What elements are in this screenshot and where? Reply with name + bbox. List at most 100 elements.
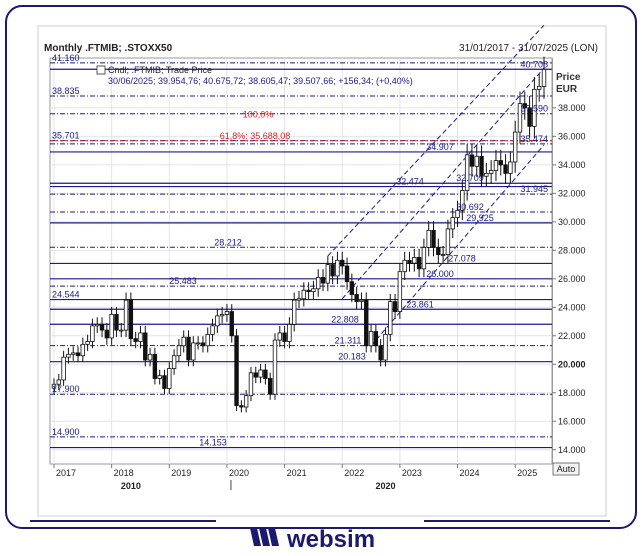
candle-body (191, 342, 196, 361)
candle-body (335, 259, 340, 277)
candle-body (167, 368, 172, 389)
candle-body (440, 254, 446, 256)
y-tick-label: 16.000 (558, 416, 586, 426)
candle-body (205, 333, 210, 347)
candle-body (421, 247, 427, 270)
candle-body (248, 372, 254, 397)
candle-body (388, 301, 393, 335)
candle-body (392, 301, 398, 312)
level-label: 22.808 (331, 314, 359, 324)
y-tick-label: 38.000 (558, 103, 586, 113)
level-label: 38.835 (52, 86, 80, 96)
ohlc-readout: 30/06/2025; 39.954,76; 40.675,72; 38.605… (108, 76, 413, 86)
candle-body (85, 341, 90, 345)
candle-body (426, 229, 431, 248)
candle-body (176, 345, 182, 357)
candle-body (320, 276, 326, 284)
candle-body (123, 299, 129, 331)
y-tick-label: 18.000 (558, 388, 586, 398)
level-label: 32.474 (396, 177, 424, 187)
candle-body (311, 288, 316, 293)
legend-checkbox[interactable] (96, 65, 106, 75)
candle-body (541, 68, 547, 87)
candle-body (340, 259, 345, 267)
candle-body (272, 339, 278, 395)
price-axis-line (552, 58, 553, 464)
candle-body (412, 257, 417, 264)
y-tick-label: 24.000 (558, 302, 586, 312)
channel-line (341, 67, 545, 300)
level-label: 29.925 (466, 213, 494, 223)
candle-body (109, 314, 114, 339)
plot-area (49, 57, 553, 465)
candle-body (450, 217, 455, 230)
candle-body (186, 336, 191, 361)
candle-body (474, 155, 479, 167)
candles (51, 56, 547, 413)
candle-body (325, 264, 331, 284)
candle-body (152, 353, 158, 379)
candle-body (291, 299, 297, 325)
level-label: 25.483 (169, 276, 197, 286)
level-label: 20.183 (338, 352, 366, 362)
candle-body (133, 338, 138, 342)
candle-body (181, 336, 186, 347)
candle-body (508, 161, 513, 174)
candle-body (498, 160, 503, 166)
candle-body (71, 352, 76, 355)
candle-body (229, 311, 234, 337)
x-tick-label: 2025 (517, 468, 537, 478)
candle-body (532, 88, 537, 127)
candle-body (258, 369, 263, 378)
candle-body (200, 342, 206, 347)
candle-body (306, 289, 311, 293)
y-tick-label: 26.000 (558, 274, 586, 284)
candle-body (479, 155, 484, 177)
x-tick-label: 2017 (56, 468, 76, 478)
candle-body (95, 323, 100, 327)
candle-body (436, 247, 441, 255)
candle-body (484, 172, 489, 177)
candle-body (114, 314, 119, 331)
candle-body (522, 103, 527, 109)
y-tick-label: 14.000 (558, 445, 586, 455)
candle-body (359, 299, 364, 303)
y-tick-label: 22.000 (558, 331, 586, 341)
candle-body (267, 378, 273, 395)
candle-body (287, 323, 292, 342)
auto-scale-label: Auto (557, 464, 576, 474)
candle-body (349, 281, 355, 295)
auto-scale-button[interactable] (552, 462, 580, 476)
websim-logo-icon (250, 528, 279, 546)
price-axis-label: Price (556, 72, 581, 83)
candle-body (147, 353, 153, 361)
candle-body (56, 379, 62, 385)
level-label: 17.900 (52, 384, 80, 394)
candle-body (138, 332, 143, 342)
x-tick-label: 2022 (344, 468, 364, 478)
candle-body (253, 372, 258, 378)
candle-body (397, 271, 403, 312)
candle-body (219, 314, 225, 317)
x-tick-label: 2023 (402, 468, 422, 478)
legend-label: Cndl; .FTMIB; Trade Price (108, 65, 212, 75)
fib-label: 100,0% (243, 109, 274, 119)
candle-body (316, 276, 321, 290)
level-label: 23.861 (406, 299, 434, 309)
level-label: 28.212 (214, 237, 242, 247)
x-decade-label: 2010 (121, 481, 141, 491)
level-label: 35.701 (52, 131, 80, 141)
candle-body (344, 265, 350, 283)
y-tick-label: 28.000 (558, 245, 586, 255)
candle-body (330, 264, 335, 277)
x-tick-label: 2020 (229, 468, 249, 478)
candle-body (90, 325, 95, 342)
level-label: 27.078 (448, 253, 476, 263)
footer-rule-right (424, 520, 610, 522)
level-label: 14.153 (199, 438, 227, 448)
footer-rule-left (30, 520, 216, 522)
candle-body (354, 294, 359, 303)
candle-body (224, 311, 230, 315)
candle-body (51, 383, 57, 389)
x-decade-label: 2020 (375, 481, 395, 491)
